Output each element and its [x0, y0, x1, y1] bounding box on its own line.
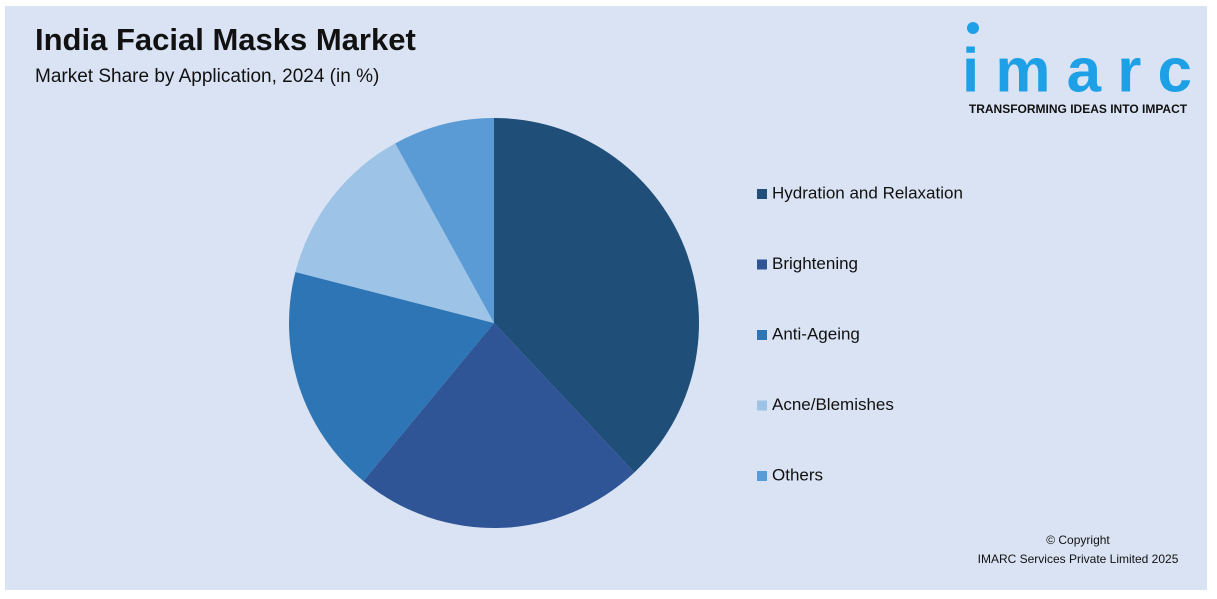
pie-slice [363, 323, 635, 528]
legend-label: Hydration and Relaxation [772, 183, 963, 202]
logo: imarc [962, 36, 1192, 105]
legend-label: Acne/Blemishes [772, 395, 894, 414]
chart-title: India Facial Masks Market [35, 22, 416, 57]
copyright: IMARC Services Private Limited 2025 [978, 552, 1179, 566]
pie-slice [395, 118, 494, 323]
legend-swatch [757, 471, 767, 481]
legend-label: Others [772, 465, 823, 484]
legend-swatch [757, 400, 767, 411]
pie-slice [289, 272, 494, 481]
chart-subtitle: Market Share by Application, 2024 (in %) [35, 66, 379, 87]
logo-dot [967, 22, 979, 34]
legend-label: Brightening [772, 254, 858, 273]
pie-slice [494, 118, 699, 473]
copyright: © Copyright [1046, 533, 1110, 547]
legend-label: Anti-Ageing [772, 324, 860, 343]
legend-swatch [757, 330, 767, 340]
legend-swatch [757, 259, 767, 270]
pie-slice [295, 143, 494, 323]
logo-tagline: TRANSFORMING IDEAS INTO IMPACT [969, 102, 1188, 116]
legend-swatch [757, 189, 767, 199]
